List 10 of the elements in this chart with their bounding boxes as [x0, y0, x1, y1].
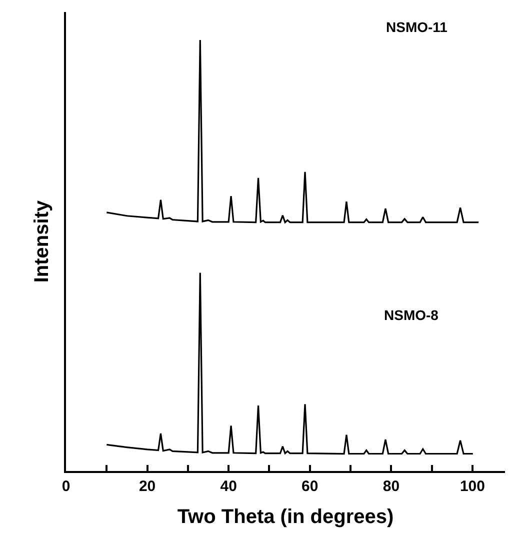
x-tick-label: 40 [220, 478, 237, 495]
y-axis-title: Intensity [31, 200, 53, 283]
x-tick-label: 100 [460, 478, 485, 495]
x-tick-label: 20 [138, 478, 156, 495]
x-axis-title: Two Theta (in degrees) [177, 506, 394, 528]
text: NSMO-11 [386, 19, 448, 35]
annotation: NSMO-8 [384, 307, 439, 323]
x-tick-label: 60 [302, 478, 318, 495]
x-tick-label: 0 [62, 478, 70, 495]
x-tick-label: 80 [382, 478, 400, 495]
